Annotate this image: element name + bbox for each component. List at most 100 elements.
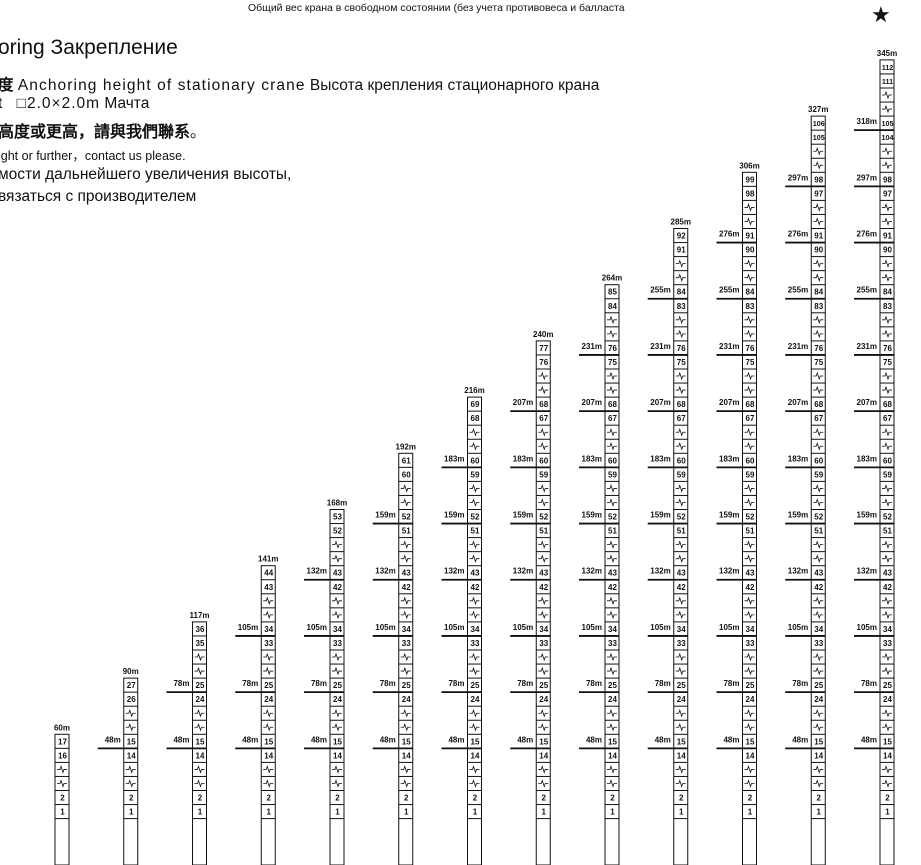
break-mark xyxy=(675,779,686,788)
section-label: 14 xyxy=(814,751,823,760)
anchor-height-label: 183m xyxy=(513,454,533,463)
break-mark xyxy=(813,427,824,437)
break-mark xyxy=(400,554,411,563)
section-label: 51 xyxy=(814,527,823,536)
anchor-height-label: 105m xyxy=(307,623,327,632)
break-mark xyxy=(744,498,755,507)
section-label: 1 xyxy=(817,808,822,817)
section-label: 24 xyxy=(539,695,548,704)
section-label: 68 xyxy=(539,400,548,409)
section-label: 60 xyxy=(814,456,823,465)
break-mark xyxy=(607,385,617,395)
anchor-height-label: 48m xyxy=(380,735,396,744)
break-mark xyxy=(882,90,892,100)
break-mark xyxy=(538,596,549,606)
section-label: 33 xyxy=(264,639,273,648)
anchor-height-label: 132m xyxy=(513,567,533,576)
anchoring-height-line: 度 Anchoring height of stationary crane В… xyxy=(0,73,599,95)
section-label: 76 xyxy=(539,358,548,367)
break-mark xyxy=(538,371,549,381)
break-mark xyxy=(744,203,755,212)
break-mark xyxy=(744,385,755,395)
section-label: 90 xyxy=(814,246,823,255)
break-mark xyxy=(538,779,549,788)
break-mark xyxy=(194,652,205,662)
break-mark xyxy=(400,610,411,620)
break-mark xyxy=(882,596,892,606)
anchor-height-label: 297m xyxy=(857,173,877,182)
section-label: 84 xyxy=(608,302,617,311)
break-mark xyxy=(538,427,549,437)
anchor-height-label: 255m xyxy=(788,286,808,295)
mast-column: 9998919084837675686760595251434234332524… xyxy=(716,161,760,865)
break-mark xyxy=(538,723,549,732)
anchor-height-label: 105m xyxy=(650,623,670,632)
anchor-height-label: 105m xyxy=(513,623,533,632)
break-mark xyxy=(607,652,617,662)
break-mark xyxy=(882,104,892,114)
section-label: 91 xyxy=(814,232,823,241)
section-label: 14 xyxy=(471,751,480,760)
anchor-height-label: 297m xyxy=(788,173,808,182)
anchor-height-label: 318m xyxy=(857,117,877,126)
break-mark xyxy=(882,666,892,676)
section-label: 60 xyxy=(608,456,617,465)
section-label: 76 xyxy=(608,344,617,353)
break-mark xyxy=(882,315,892,325)
anchor-height-label: 231m xyxy=(719,342,739,351)
section-label: 2 xyxy=(267,794,272,803)
break-mark xyxy=(744,610,755,620)
section-label: 51 xyxy=(677,527,686,536)
mast-column: 61 60 52 51 43 42 34 33 25 24 15 14 2 1 192m 159m 132m 10… xyxy=(372,442,416,865)
anchor-height-label: 207m xyxy=(788,398,808,407)
anchor-height-label: 183m xyxy=(582,454,602,463)
section-label: 33 xyxy=(333,639,342,648)
break-mark xyxy=(813,315,824,325)
anchor-height-label: 105m xyxy=(375,623,395,632)
break-mark xyxy=(744,596,755,606)
break-mark xyxy=(675,273,686,282)
anchor-height-label: 183m xyxy=(650,454,670,463)
break-mark xyxy=(675,540,686,549)
break-mark xyxy=(332,554,342,563)
break-mark xyxy=(469,540,480,549)
break-mark xyxy=(882,161,892,170)
section-label: 52 xyxy=(814,513,823,522)
break-mark xyxy=(813,554,824,563)
height-label: 327m xyxy=(808,105,828,114)
break-mark xyxy=(400,765,411,774)
anchor-height-label: 105m xyxy=(238,623,258,632)
section-label: 42 xyxy=(746,583,755,592)
break-mark xyxy=(882,385,892,395)
section-label: 67 xyxy=(677,414,686,423)
break-mark xyxy=(675,765,686,774)
anchor-height-label: 48m xyxy=(723,735,739,744)
break-mark xyxy=(607,596,617,606)
mast-column: 53 52 43 42 34 33 25 24 15 14 2 1 168m 132m 105m 78m 48m xyxy=(304,499,347,865)
break-mark xyxy=(882,259,892,268)
section-label: 34 xyxy=(883,625,892,634)
break-mark xyxy=(538,484,549,493)
break-mark xyxy=(538,540,549,549)
section-label: 34 xyxy=(746,625,755,634)
section-label: 1 xyxy=(679,808,684,817)
break-mark xyxy=(607,554,617,563)
anchor-height-label: 48m xyxy=(861,735,877,744)
break-mark xyxy=(813,498,824,507)
anchor-height-label: 105m xyxy=(788,623,808,632)
section-label: 34 xyxy=(814,625,823,634)
break-mark xyxy=(744,723,755,732)
anchor-height-label: 276m xyxy=(788,230,808,239)
section-label: 75 xyxy=(746,358,755,367)
break-mark xyxy=(813,610,824,620)
section-label: 33 xyxy=(677,639,686,648)
section-label: 51 xyxy=(402,527,411,536)
contact-zh-line: 高度或更高，請與我們聯系。 xyxy=(0,118,206,142)
section-label: 105 xyxy=(813,133,825,142)
section-label: 43 xyxy=(471,569,480,578)
anchor-height-label: 105m xyxy=(582,623,602,632)
section-label: 2 xyxy=(60,794,65,803)
break-mark xyxy=(675,723,686,732)
break-mark xyxy=(538,765,549,774)
section-label: 34 xyxy=(333,625,342,634)
